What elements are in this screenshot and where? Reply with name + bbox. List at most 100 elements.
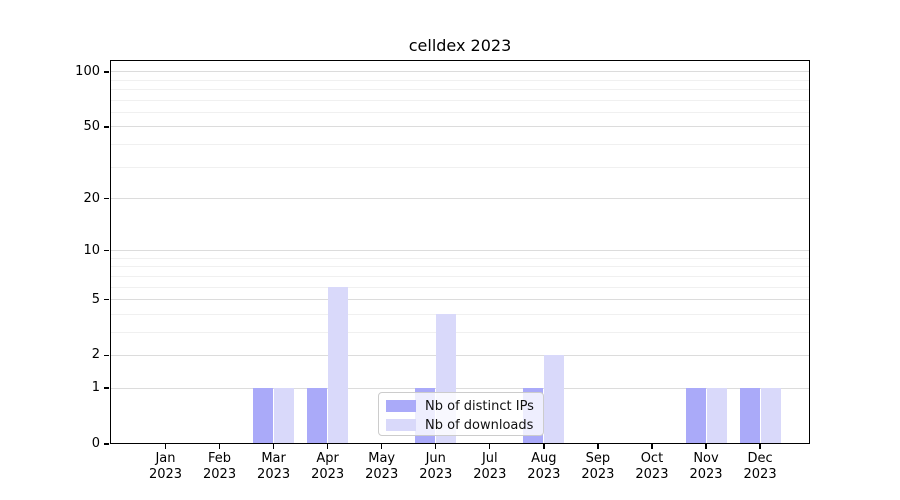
x-tick-year: 2023	[689, 467, 723, 482]
minor-gridline	[111, 286, 809, 288]
x-tick-month: Jun	[425, 451, 446, 466]
y-tick	[104, 354, 109, 357]
x-tick-month: May	[368, 451, 396, 466]
y-tick	[104, 298, 109, 301]
x-tick-month: Apr	[316, 451, 339, 466]
bar-downloads	[706, 388, 727, 443]
bar-downloads	[274, 388, 295, 443]
minor-gridline	[111, 331, 809, 333]
x-tick-label: Feb 2023	[192, 451, 248, 483]
y-tick	[104, 443, 109, 445]
minor-gridline	[111, 266, 809, 268]
bar-distinct-ips	[685, 388, 706, 443]
x-tick	[272, 444, 275, 449]
x-tick-label: Jan 2023	[138, 451, 194, 483]
minor-gridline	[111, 313, 809, 315]
x-tick-month: Oct	[640, 451, 664, 466]
x-tick	[326, 444, 329, 449]
x-tick-month: Nov	[693, 451, 719, 466]
x-tick-year: 2023	[527, 467, 561, 482]
x-tick-year: 2023	[635, 467, 669, 482]
bar-distinct-ips	[253, 388, 274, 443]
chart-title: celldex 2023	[408, 36, 512, 55]
major-gridline	[111, 299, 809, 301]
x-tick-month: Jan	[155, 451, 176, 466]
x-tick	[435, 444, 437, 449]
x-tick-year: 2023	[148, 467, 183, 482]
bar-downloads	[760, 388, 781, 443]
bar-distinct-ips	[307, 388, 328, 443]
x-tick-year: 2023	[311, 467, 345, 482]
legend-item-downloads: Nb of downloads	[386, 417, 534, 433]
x-tick	[651, 444, 653, 449]
bar-downloads	[328, 287, 349, 443]
x-tick-label: Apr 2023	[300, 451, 356, 483]
x-tick-label: Dec 2023	[732, 451, 788, 483]
x-tick-year: 2023	[473, 467, 507, 482]
legend-item-distinct-ips: Nb of distinct IPs	[386, 398, 534, 414]
x-tick-year: 2023	[203, 467, 237, 482]
minor-gridline	[111, 257, 809, 259]
minor-gridline	[111, 99, 809, 101]
minor-gridline	[111, 79, 809, 81]
legend-swatch-downloads-icon	[386, 419, 416, 431]
x-tick	[543, 444, 545, 449]
x-tick-label: Jul 2023	[462, 451, 518, 483]
major-gridline	[111, 250, 809, 252]
minor-gridline	[111, 112, 809, 114]
major-gridline	[111, 126, 809, 128]
y-tick	[104, 197, 109, 200]
x-tick-month: Mar	[261, 451, 286, 466]
bar-distinct-ips	[739, 388, 760, 443]
y-tick	[104, 249, 109, 252]
legend: Nb of distinct IPs Nb of downloads	[378, 392, 544, 436]
major-gridline	[111, 354, 809, 356]
x-tick	[381, 444, 383, 449]
x-tick-year: 2023	[257, 467, 291, 482]
minor-gridline	[111, 144, 809, 146]
y-tick-label: 5	[91, 291, 100, 307]
legend-label-distinct-ips: Nb of distinct IPs	[425, 398, 534, 414]
y-tick-label: 100	[75, 63, 100, 79]
major-gridline	[111, 387, 809, 389]
x-tick	[164, 444, 167, 449]
x-tick-year: 2023	[365, 467, 399, 482]
y-tick	[104, 387, 109, 389]
y-tick-label: 10	[83, 242, 100, 258]
plot-frame	[110, 60, 810, 444]
x-tick-label: Jun 2023	[408, 451, 464, 483]
minor-gridline	[111, 166, 809, 168]
x-tick-year: 2023	[743, 467, 777, 482]
x-tick-month: Dec	[747, 451, 773, 466]
x-tick-month: Sep	[585, 451, 611, 466]
major-gridline	[111, 71, 809, 73]
major-gridline	[111, 198, 809, 199]
x-tick-label: Mar 2023	[246, 451, 302, 483]
y-tick	[104, 71, 109, 73]
y-tick-label: 50	[83, 118, 100, 134]
bar-downloads	[544, 355, 565, 443]
y-tick-label: 2	[91, 347, 100, 363]
x-tick-label: Oct 2023	[624, 451, 680, 483]
x-tick-year: 2023	[581, 467, 615, 482]
y-tick-label: 0	[91, 436, 100, 451]
x-tick-label: May 2023	[354, 451, 410, 483]
x-tick-label: Aug 2023	[516, 451, 572, 483]
y-tick-label: 20	[83, 190, 100, 206]
x-tick	[705, 444, 707, 449]
x-tick-label: Nov 2023	[678, 451, 734, 483]
legend-swatch-distinct-ips-icon	[386, 400, 416, 412]
x-tick-year: 2023	[419, 467, 453, 482]
x-tick-month: Aug	[531, 451, 557, 466]
minor-gridline	[111, 89, 809, 91]
legend-label-downloads: Nb of downloads	[425, 417, 534, 433]
x-tick-label: Sep 2023	[570, 451, 626, 483]
x-tick-month: Feb	[208, 451, 232, 466]
minor-gridline	[111, 275, 809, 277]
y-tick	[104, 126, 109, 128]
x-tick	[489, 444, 491, 449]
x-tick	[759, 444, 761, 449]
x-tick	[597, 444, 599, 449]
x-tick-month: Jul	[481, 451, 498, 466]
